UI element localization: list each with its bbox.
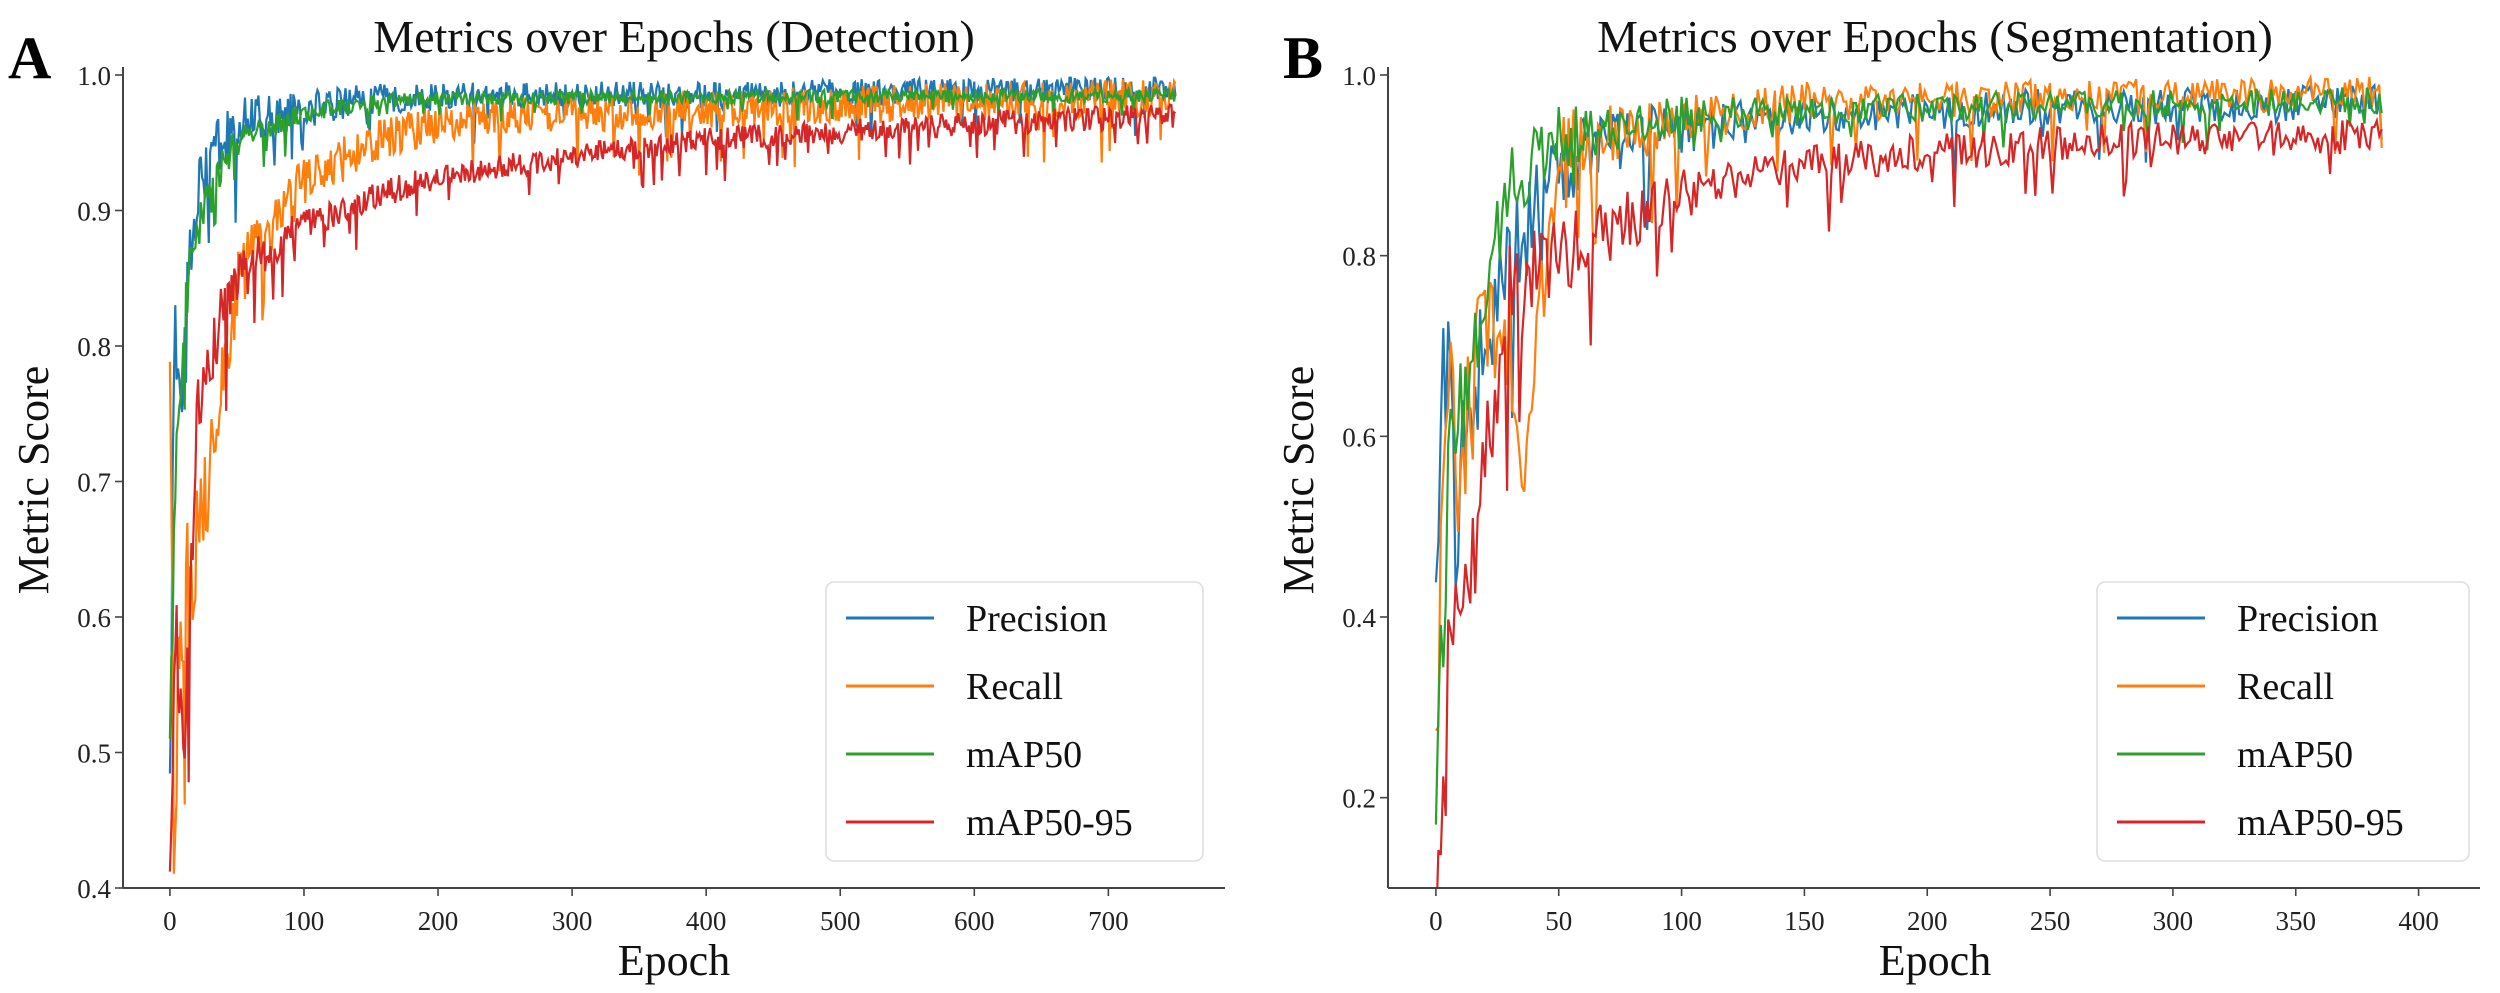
x-tick-label: 150 — [1784, 906, 1825, 936]
y-axis-label: Metric Score — [1274, 366, 1323, 594]
y-tick-label: 0.5 — [77, 739, 111, 769]
x-tick-label: 300 — [552, 906, 593, 936]
chart-title-detection: Metrics over Epochs (Detection) — [373, 11, 975, 62]
legend-label: mAP50 — [2237, 734, 2353, 776]
y-tick-label: 1.0 — [1342, 61, 1376, 91]
y-tick-label: 0.4 — [1342, 603, 1376, 633]
x-tick-label: 0 — [163, 906, 177, 936]
x-tick-label: 400 — [686, 906, 727, 936]
legend-frame — [825, 581, 1204, 862]
panel-segmentation: B Metrics over Epochs (Segmentation) Epo… — [1274, 11, 2480, 985]
legend-label: mAP50 — [966, 734, 1082, 776]
x-tick-label: 100 — [284, 906, 325, 936]
series-line-map50 — [1434, 87, 2383, 825]
y-tick-label: 0.8 — [1342, 242, 1376, 272]
y-tick-label: 0.9 — [77, 197, 111, 227]
x-tick-label: 250 — [2030, 906, 2071, 936]
panel-letter-b: B — [1283, 25, 1323, 91]
chart-title-segmentation: Metrics over Epochs (Segmentation) — [1597, 11, 2273, 62]
y-tick-label: 0.6 — [77, 603, 111, 633]
x-tick-label: 50 — [1545, 906, 1572, 936]
legend-frame — [2096, 581, 2470, 862]
y-tick-label: 0.7 — [77, 468, 111, 498]
legend-label: Recall — [2237, 666, 2334, 708]
series-line-precision — [168, 74, 1177, 774]
legend-label: Precision — [966, 598, 1107, 640]
series-line-map50-95 — [168, 103, 1177, 872]
x-tick-label: 500 — [820, 906, 861, 936]
legend-label: mAP50-95 — [966, 802, 1133, 844]
y-tick-label: 0.8 — [77, 332, 111, 362]
y-tick-label: 1.0 — [77, 61, 111, 91]
x-axis-label: Epoch — [1879, 936, 1991, 985]
x-axis-label: Epoch — [618, 936, 730, 985]
series-line-map50 — [168, 84, 1177, 739]
x-tick-label: 200 — [418, 906, 459, 936]
legend: Precision Recall mAP50 mAP50-95 — [825, 581, 1204, 862]
y-tick-label: 0.2 — [1342, 784, 1376, 814]
series-line-map50-95 — [1436, 116, 2383, 888]
x-tick-label: 100 — [1661, 906, 1702, 936]
x-tick-label: 700 — [1088, 906, 1129, 936]
panel-detection: A Metrics over Epochs (Detection) Epoch … — [8, 11, 1225, 985]
x-tick-label: 400 — [2398, 906, 2439, 936]
y-tick-label: 0.6 — [1342, 422, 1376, 452]
x-tick-label: 300 — [2153, 906, 2194, 936]
x-tick-label: 0 — [1429, 906, 1443, 936]
x-tick-label: 600 — [954, 906, 995, 936]
panel-letter-a: A — [8, 25, 51, 91]
legend-label: Recall — [966, 666, 1063, 708]
x-tick-label: 200 — [1907, 906, 1948, 936]
y-axis-label: Metric Score — [9, 366, 58, 594]
x-tick-label: 350 — [2275, 906, 2316, 936]
legend: Precision Recall mAP50 mAP50-95 — [2096, 581, 2470, 862]
y-tick-label: 0.4 — [77, 874, 111, 904]
legend-label: mAP50-95 — [2237, 802, 2404, 844]
legend-label: Precision — [2237, 598, 2378, 640]
